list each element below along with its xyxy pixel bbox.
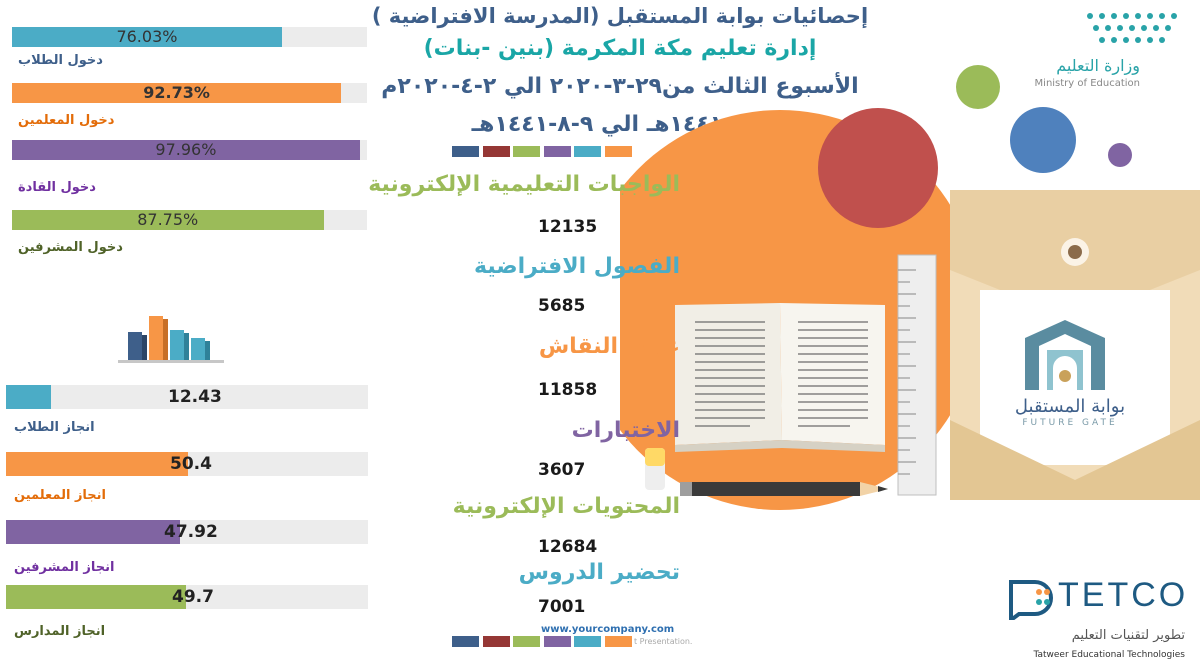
header-week-gregorian: الأسبوع الثالث من٢٩-٣-٢٠٢٠ الي ٢-٤-٢٠٢٠م bbox=[381, 74, 859, 99]
achievement-bar-fill bbox=[6, 385, 51, 409]
login-bar-fill bbox=[12, 140, 360, 160]
login-bar-label: دخول المشرفين bbox=[18, 240, 123, 255]
color-swatch bbox=[604, 146, 632, 157]
achievement-bar-value: 47.92 bbox=[164, 522, 218, 542]
achievement-bar-value: 12.43 bbox=[168, 387, 222, 407]
footer-url[interactable]: www.yourcompany.com bbox=[541, 624, 675, 635]
color-swatch bbox=[482, 146, 510, 157]
tetco-logo-icon bbox=[1009, 580, 1053, 620]
stat-label: المحتويات الإلكترونية bbox=[452, 494, 680, 519]
login-bar-label: دخول المعلمين bbox=[18, 113, 115, 128]
achievement-bar bbox=[6, 452, 368, 476]
login-bar-fill bbox=[12, 83, 342, 103]
achievement-bar-fill bbox=[6, 452, 189, 476]
achievement-bar-fill bbox=[6, 585, 186, 609]
bar-chart-icon bbox=[118, 316, 224, 363]
color-swatch bbox=[604, 636, 632, 647]
tetco-arabic: تطوير لتقنيات التعليم bbox=[1071, 628, 1185, 643]
achievement-bar-fill bbox=[6, 520, 180, 544]
login-bar-label: دخول الطلاب bbox=[18, 53, 103, 68]
ministry-english: Ministry of Education bbox=[1034, 78, 1140, 89]
achievement-bar bbox=[6, 520, 368, 544]
achievement-bar-label: انجاز المعلمين bbox=[14, 488, 107, 503]
achievement-bar-label: انجاز المشرفين bbox=[14, 560, 115, 575]
login-bar-fill bbox=[12, 210, 324, 230]
stat-value: 12135 bbox=[538, 217, 598, 237]
stat-value: 7001 bbox=[538, 597, 586, 617]
login-bar: 92.73% bbox=[12, 83, 367, 103]
future-gate-english: FUTURE GATE bbox=[1022, 418, 1118, 428]
login-bar: 97.96% bbox=[12, 140, 367, 160]
color-swatch bbox=[482, 636, 510, 647]
color-swatch bbox=[574, 146, 601, 157]
achievement-bar bbox=[6, 585, 368, 609]
stat-label: غرف النقاش bbox=[538, 334, 680, 359]
ministry-logo-icon bbox=[1087, 13, 1177, 43]
login-bar-fill bbox=[12, 27, 282, 47]
color-swatch bbox=[513, 636, 540, 647]
color-swatch bbox=[452, 636, 479, 647]
stat-label: الاختبارات bbox=[571, 418, 680, 443]
color-swatch bbox=[543, 636, 571, 647]
header-subtitle: إدارة تعليم مكة المكرمة (بنين -بنات) bbox=[423, 36, 817, 61]
achievement-bar-label: انجاز المدارس bbox=[14, 624, 106, 639]
education-illustration bbox=[620, 65, 1000, 510]
ministry-arabic: وزارة التعليم bbox=[1056, 56, 1140, 75]
achievement-bar-value: 49.7 bbox=[172, 587, 214, 607]
stat-label: الواجبات التعليمية الإلكترونية bbox=[368, 172, 680, 197]
color-swatch bbox=[543, 146, 571, 157]
login-bar-label: دخول القادة bbox=[18, 180, 96, 195]
stat-value: 5685 bbox=[538, 296, 586, 316]
achievement-bar-value: 50.4 bbox=[170, 454, 212, 474]
login-bar-value: 97.96% bbox=[155, 140, 217, 159]
login-bar-value: 76.03% bbox=[116, 27, 178, 46]
decorative-circles bbox=[1010, 107, 1132, 173]
header-title: إحصائيات بوابة المستقبل (المدرسة الافترا… bbox=[371, 4, 869, 28]
color-swatch bbox=[513, 146, 540, 157]
achievement-bar-label: انجاز الطلاب bbox=[14, 420, 95, 435]
tetco-english: Tatweer Educational Technologies bbox=[1033, 650, 1185, 660]
stat-label: الفصول الافتراضية bbox=[474, 254, 680, 279]
achievement-bar bbox=[6, 385, 368, 409]
login-bar: 76.03% bbox=[12, 27, 367, 47]
stat-value: 3607 bbox=[538, 460, 586, 480]
stat-value: 12684 bbox=[538, 537, 598, 557]
login-bar: 87.75% bbox=[12, 210, 367, 230]
tetco-brand: TETCO bbox=[1058, 576, 1189, 614]
login-bar-value: 87.75% bbox=[137, 210, 199, 229]
future-gate-logo bbox=[1025, 320, 1105, 390]
future-gate-arabic: بوابة المستقبل bbox=[1014, 396, 1126, 417]
color-swatch bbox=[452, 146, 479, 157]
color-swatch bbox=[574, 636, 601, 647]
stat-value: 11858 bbox=[538, 380, 598, 400]
stat-label: تحضير الدروس bbox=[518, 560, 680, 585]
login-bar-value: 92.73% bbox=[143, 83, 210, 102]
footer-note: t Presentation. bbox=[634, 637, 693, 646]
